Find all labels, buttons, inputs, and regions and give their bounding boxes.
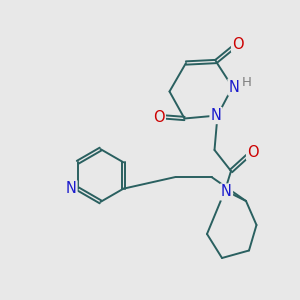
- Text: N: N: [221, 184, 232, 200]
- Text: N: N: [66, 181, 76, 196]
- Text: N: N: [229, 80, 239, 94]
- Text: N: N: [211, 108, 221, 123]
- Text: O: O: [153, 110, 165, 124]
- Text: O: O: [232, 37, 244, 52]
- Text: H: H: [242, 76, 252, 89]
- Text: O: O: [247, 145, 259, 160]
